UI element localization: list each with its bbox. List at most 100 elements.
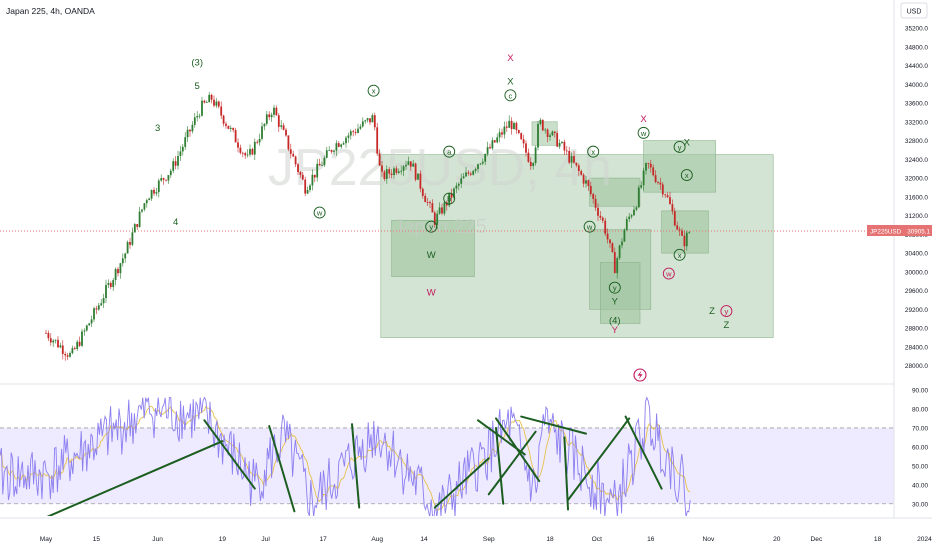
candle-body [76, 341, 79, 350]
price-tick-label: 29200.0 [905, 307, 929, 314]
rsi-trendline[interactable] [495, 426, 505, 505]
rsi-trendline[interactable] [351, 423, 361, 509]
rsi-trendline[interactable] [567, 417, 631, 501]
candle-body [244, 153, 247, 156]
candle-body [210, 94, 213, 100]
candle-body [179, 151, 182, 157]
rsi-pane[interactable] [0, 396, 894, 519]
candle-body [527, 152, 530, 162]
candle-body [462, 176, 465, 179]
candle-body [400, 170, 403, 172]
price-axis[interactable]: 35200.0 34800.0 34400.0 34000.0 33600.0 33200… [893, 0, 932, 550]
candle-body [126, 242, 129, 254]
candle-body [102, 298, 105, 304]
candle-body [397, 171, 400, 173]
zone-box[interactable] [661, 210, 709, 254]
zone-box[interactable] [391, 219, 475, 277]
rsi-trendline[interactable] [433, 457, 490, 509]
candle-body [198, 115, 201, 117]
price-tick-label: 32800.0 [905, 138, 929, 145]
rsi-tick-label: 30.00 [912, 501, 928, 508]
candle-body [371, 115, 374, 123]
candle-body [601, 217, 604, 221]
candle-body [49, 338, 52, 343]
zone-box[interactable] [643, 140, 716, 193]
candle-body [270, 114, 273, 118]
candle-body [409, 161, 412, 167]
rsi-trendline[interactable] [487, 430, 537, 496]
rsi-trendline[interactable] [42, 440, 224, 519]
candle-body [496, 137, 499, 143]
candle-body [265, 114, 268, 124]
candle-body [585, 180, 587, 184]
rsi-trendline[interactable] [520, 415, 587, 435]
candle-body [378, 153, 381, 166]
candle-body [393, 168, 395, 176]
candle-body [172, 161, 175, 171]
candle-body [419, 173, 422, 189]
candle-body [277, 115, 280, 127]
time-tick-label: Aug [371, 536, 383, 543]
candle-body [313, 174, 316, 178]
candle-body [453, 188, 455, 198]
candle-body [330, 150, 333, 152]
price-tag: JP225USD 30905.1 [867, 225, 932, 236]
wave-circle [367, 84, 380, 97]
price-tick-label: 31600.0 [905, 194, 929, 201]
rsi-trendline[interactable] [495, 417, 541, 483]
wave-label: x [591, 148, 595, 157]
candle-body [141, 209, 143, 212]
candle-body [563, 141, 566, 151]
candle-body [645, 163, 647, 171]
candle-body [328, 150, 331, 151]
zone-box[interactable] [589, 177, 641, 207]
time-axis[interactable]: May 15 Jun 19 Jul 17 Aug 14 Sep 18 Oct 16 Nov 20 Dec 18… [0, 517, 932, 543]
candle-body [131, 232, 134, 245]
candle-body [249, 148, 251, 155]
candle-body [136, 224, 139, 227]
candle-body [191, 124, 194, 132]
candle-body [143, 203, 146, 210]
candle-body [654, 175, 657, 183]
time-tick-label: May [40, 536, 53, 543]
candle-body [561, 141, 563, 143]
zone-box[interactable] [600, 262, 641, 324]
candle-body [357, 128, 359, 133]
lightning-icon[interactable] [633, 368, 647, 382]
wave-circle [313, 206, 326, 219]
candle-body [508, 120, 511, 128]
candle-body [621, 241, 623, 246]
symbol-header: Japan 225, 4h, OANDA [6, 6, 95, 16]
candle-body [517, 130, 520, 134]
candle-body [390, 173, 393, 176]
candle-body [637, 187, 640, 208]
currency-button[interactable]: USD [900, 2, 928, 19]
time-tick-label: Oct [592, 536, 602, 543]
candle-body [688, 232, 691, 234]
candle-body [133, 224, 136, 233]
candle-body [678, 229, 681, 231]
rsi-trendline[interactable] [563, 436, 569, 511]
rsi-trendline[interactable] [624, 415, 663, 490]
candle-body [417, 173, 419, 180]
candle-body [597, 207, 599, 216]
wave-label: w [665, 270, 672, 279]
candle-body [258, 138, 261, 143]
rsi-trendline[interactable] [268, 425, 296, 513]
candle-body [412, 163, 415, 167]
candle-body [318, 163, 321, 166]
candle-body [556, 132, 559, 147]
wave-label: a [447, 148, 452, 157]
wave-label: 3 [155, 123, 160, 134]
candle-body [515, 122, 518, 131]
candle-body [282, 125, 285, 130]
wave-label: 5 [195, 81, 200, 92]
candle-body [594, 198, 597, 208]
price-pane[interactable]: JP225USD, 4h Japan 225 (3) 5 3 4 x w a b y W W X Xc x… [0, 53, 894, 361]
candle-body [71, 348, 74, 354]
candle-body [544, 129, 547, 131]
rsi-trendline[interactable] [203, 419, 256, 490]
candle-body [273, 107, 275, 115]
